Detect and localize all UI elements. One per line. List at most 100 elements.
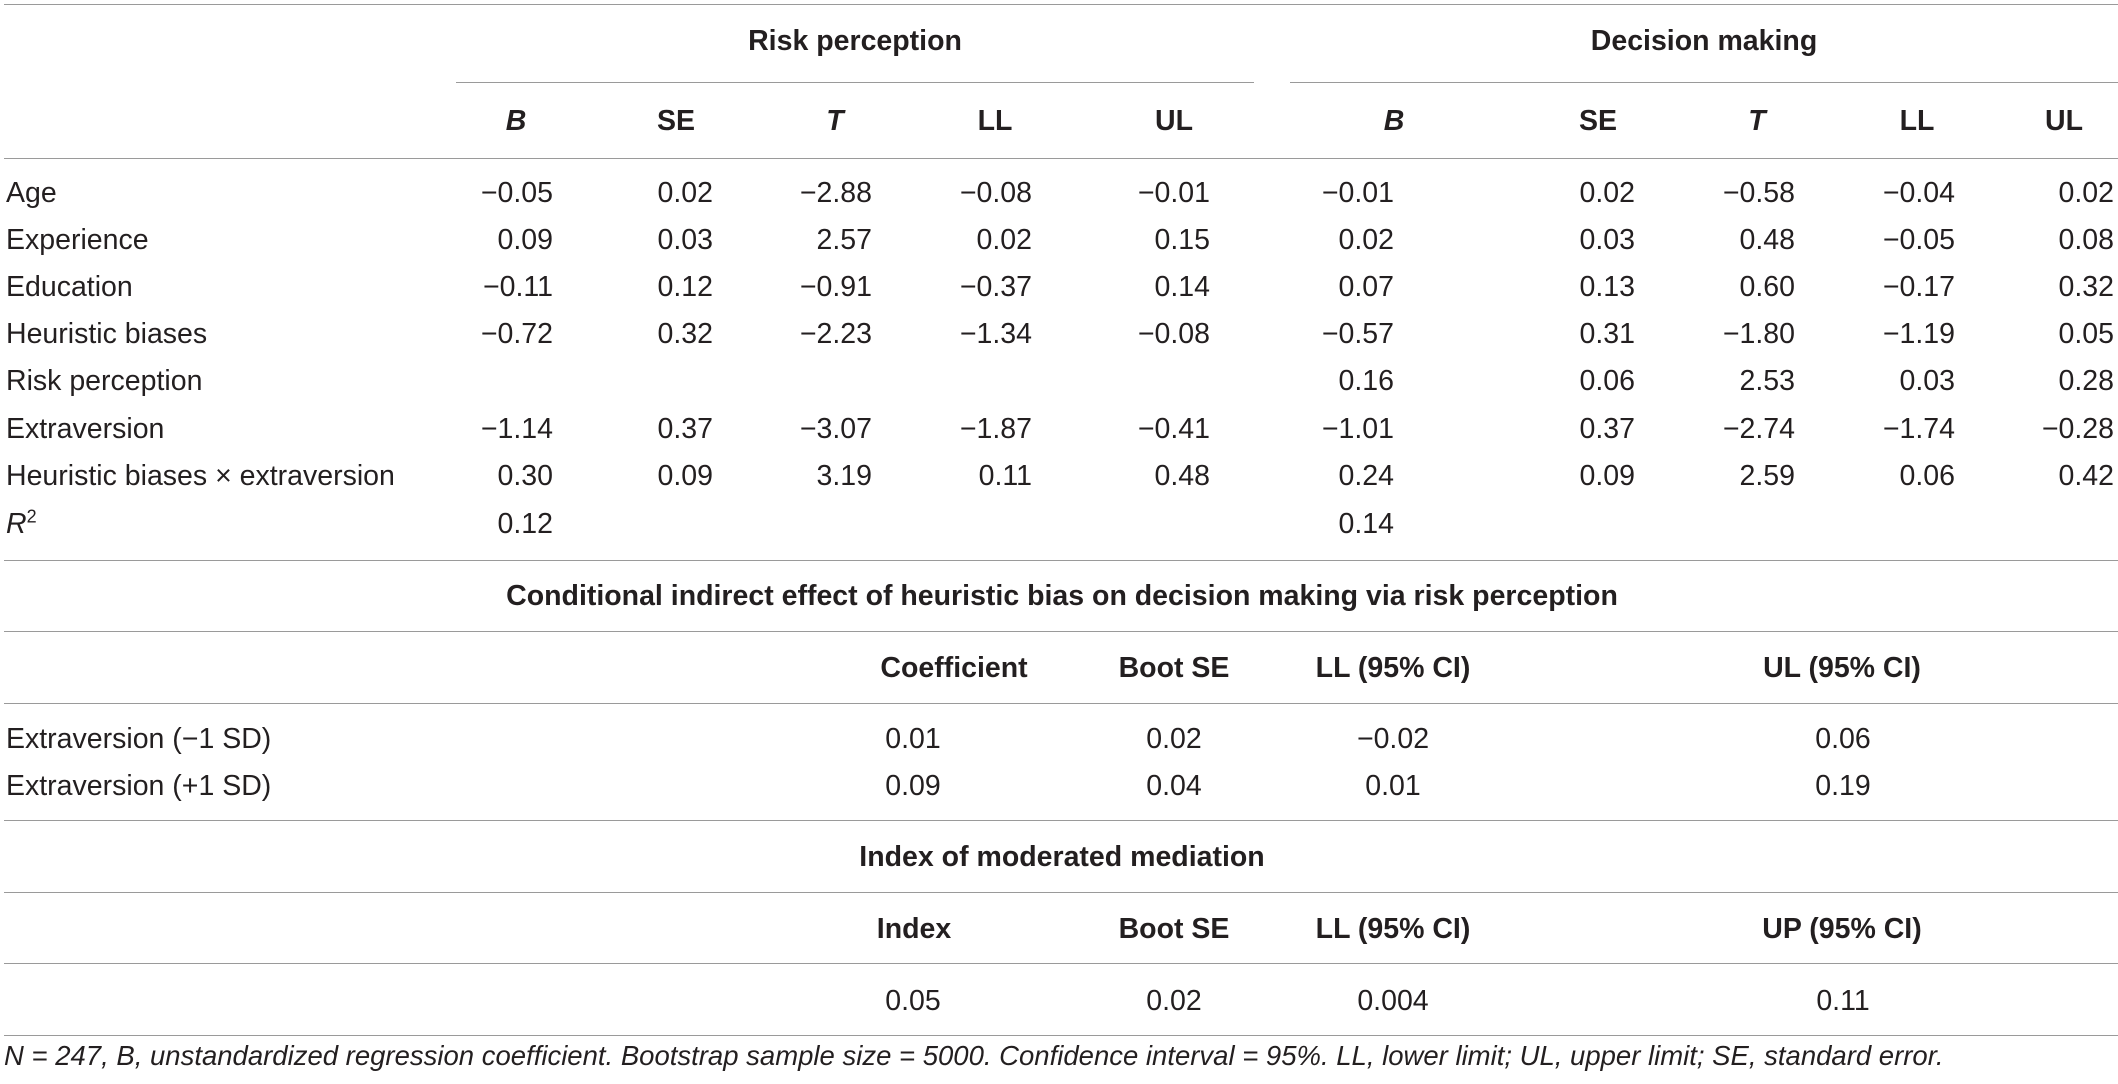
conditional-row-label-plus-sd: Extraversion (+1 SD) [6, 770, 272, 802]
index-cell-up: 0.11 [1816, 985, 1870, 1017]
cell-decision-se: 0.09 [1579, 460, 1635, 492]
col-header-b: B [1383, 105, 1405, 137]
cell-decision-se: 0.37 [1579, 413, 1635, 445]
cell-risk-ul: −0.08 [1137, 318, 1210, 350]
conditional-title-rule [4, 631, 2118, 632]
conditional-col-header-boot-se: Boot SE [1118, 652, 1230, 684]
cell-risk-t: −0.91 [799, 271, 872, 303]
conditional-cell-ll: 0.01 [1365, 770, 1421, 802]
cell-risk-se: 0.09 [657, 460, 713, 492]
cell-decision-ll: 0.06 [1899, 460, 1955, 492]
row-label-experience: Experience [6, 224, 149, 256]
cell-decision-ll: −0.04 [1882, 177, 1955, 209]
cell-risk-ul: −0.41 [1137, 413, 1210, 445]
conditional-header-rule [4, 703, 2118, 704]
cell-decision-se: 0.03 [1579, 224, 1635, 256]
index-col-header-index: Index [876, 913, 952, 945]
index-col-header-ll: LL (95% CI) [1315, 913, 1471, 945]
cell-decision-se: 0.06 [1579, 365, 1635, 397]
cell-risk-se: 0.12 [657, 271, 713, 303]
conditional-bottom-rule [4, 820, 2118, 821]
cell-risk-ll: −0.08 [959, 177, 1032, 209]
r-squared-symbol: R [6, 508, 27, 540]
cell-decision-ul: 0.05 [2058, 318, 2114, 350]
conditional-row-label-minus-sd: Extraversion (−1 SD) [6, 723, 272, 755]
cell-decision-b: 0.24 [1338, 460, 1394, 492]
bottom-rule [4, 1035, 2118, 1036]
cell-risk-se: 0.02 [657, 177, 713, 209]
row-label-heuristic-biases-extraversion: Heuristic biases × extraversion [6, 460, 395, 492]
r-squared-exponent: 2 [26, 506, 37, 527]
index-cell-ll: 0.004 [1357, 985, 1429, 1017]
cell-decision-t: −2.74 [1722, 413, 1795, 445]
cell-decision-se: 0.31 [1579, 318, 1635, 350]
cell-decision-ul: 0.08 [2058, 224, 2114, 256]
conditional-cell-ll: −0.02 [1356, 723, 1430, 755]
cell-risk-t: −2.23 [799, 318, 872, 350]
col-header-ul: UL [1155, 105, 1193, 137]
cell-risk-ll: 0.02 [976, 224, 1032, 256]
index-col-header-up: UP (95% CI) [1762, 913, 1922, 945]
cell-r-squared-risk: 0.12 [497, 508, 553, 540]
cell-risk-se: 0.03 [657, 224, 713, 256]
cell-decision-b: −0.57 [1321, 318, 1394, 350]
cell-decision-b: 0.02 [1338, 224, 1394, 256]
risk-perception-underline [456, 82, 1254, 83]
conditional-section-title: Conditional indirect effect of heuristic… [506, 580, 1618, 612]
cell-decision-t: 0.48 [1739, 224, 1795, 256]
cell-risk-t: −3.07 [799, 413, 872, 445]
cell-decision-t: 2.59 [1739, 460, 1795, 492]
main-bottom-rule [4, 560, 2118, 561]
cell-decision-ul: −0.28 [2041, 413, 2114, 445]
col-header-se: SE [656, 105, 696, 137]
cell-decision-ll: 0.03 [1899, 365, 1955, 397]
table-footnote: N = 247, B, unstandardized regression co… [4, 1040, 1944, 1071]
cell-decision-ul: 0.42 [2058, 460, 2114, 492]
cell-decision-t: 0.60 [1739, 271, 1795, 303]
col-header-b: B [505, 105, 527, 137]
decision-making-underline [1290, 82, 2118, 83]
conditional-cell-ul: 0.19 [1815, 770, 1871, 802]
conditional-cell-boot-se: 0.04 [1146, 770, 1202, 802]
cell-decision-se: 0.13 [1579, 271, 1635, 303]
cell-decision-ul: 0.32 [2058, 271, 2114, 303]
cell-risk-b: −1.14 [480, 413, 553, 445]
cell-decision-b: 0.16 [1338, 365, 1394, 397]
conditional-cell-boot-se: 0.02 [1146, 723, 1202, 755]
group-header-risk-perception: Risk perception [748, 25, 962, 57]
cell-risk-ul: 0.14 [1154, 271, 1210, 303]
col-header-t: T [1748, 105, 1766, 137]
col-header-ll: LL [1899, 105, 1935, 137]
conditional-col-header-ll: LL (95% CI) [1315, 652, 1471, 684]
conditional-col-header-ul: UL (95% CI) [1763, 652, 1921, 684]
cell-decision-b: −0.01 [1321, 177, 1394, 209]
cell-risk-se: 0.32 [657, 318, 713, 350]
cell-decision-t: −0.58 [1722, 177, 1795, 209]
cell-decision-b: 0.07 [1338, 271, 1394, 303]
cell-decision-ul: 0.02 [2058, 177, 2114, 209]
cell-risk-t: 2.57 [816, 224, 872, 256]
cell-risk-ll: 0.11 [978, 460, 1032, 492]
top-rule [4, 4, 2118, 5]
col-header-se: SE [1578, 105, 1618, 137]
group-header-decision-making: Decision making [1590, 25, 1818, 57]
index-cell-index: 0.05 [885, 985, 941, 1017]
row-label-r-squared: R2 [6, 507, 37, 541]
index-header-rule [4, 963, 2118, 964]
row-label-extraversion: Extraversion [6, 413, 165, 445]
row-label-education: Education [6, 271, 133, 303]
cell-decision-ll: −0.05 [1882, 224, 1955, 256]
cell-risk-b: 0.30 [497, 460, 553, 492]
col-header-ll: LL [977, 105, 1013, 137]
cell-risk-ul: 0.15 [1154, 224, 1210, 256]
cell-risk-se: 0.37 [657, 413, 713, 445]
cell-risk-t: 3.19 [816, 460, 872, 492]
conditional-cell-coefficient: 0.09 [885, 770, 941, 802]
col-header-ul: UL [2045, 105, 2083, 137]
cell-decision-b: −1.01 [1321, 413, 1394, 445]
cell-risk-ul: −0.01 [1137, 177, 1210, 209]
cell-decision-ll: −0.17 [1882, 271, 1955, 303]
cell-r-squared-decision: 0.14 [1338, 508, 1394, 540]
cell-risk-b: −0.05 [480, 177, 553, 209]
conditional-cell-coefficient: 0.01 [885, 723, 941, 755]
